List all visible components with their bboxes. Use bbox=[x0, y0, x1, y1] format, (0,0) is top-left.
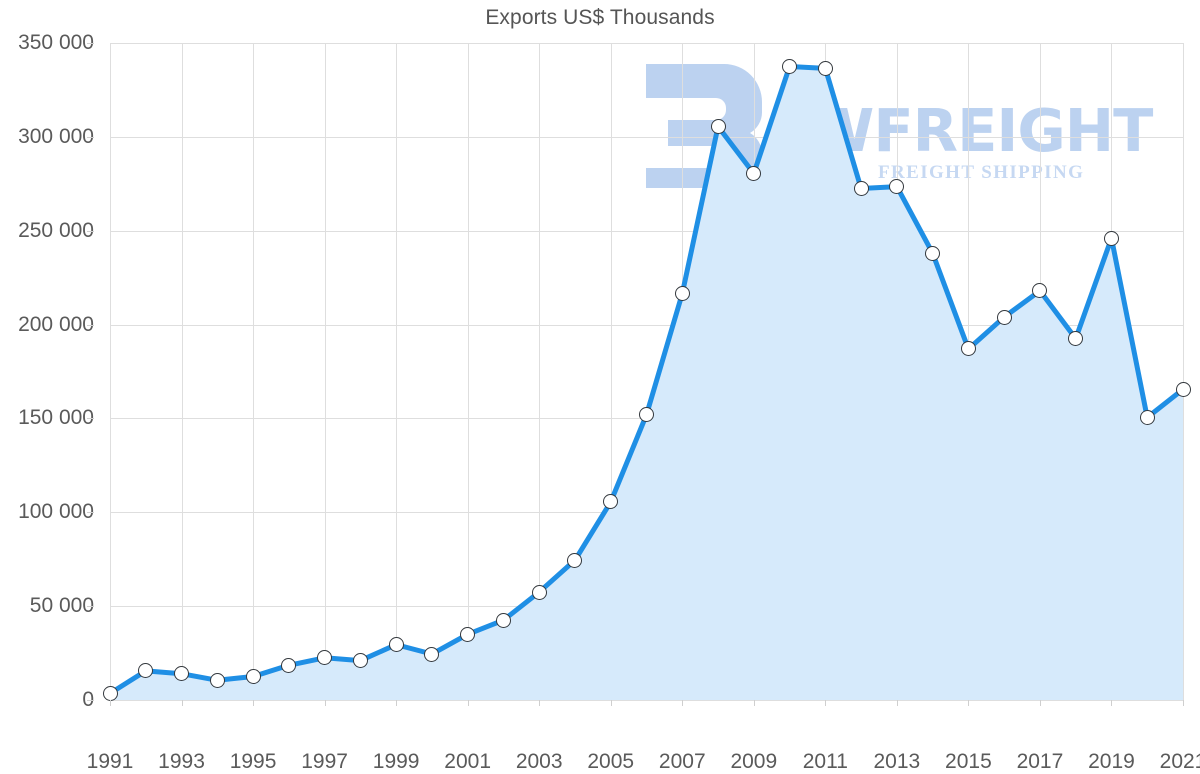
data-point-marker[interactable] bbox=[817, 60, 833, 76]
x-axis-tick-mark bbox=[682, 700, 684, 706]
x-axis-tick-mark bbox=[253, 700, 255, 706]
y-axis-tick-label: 350 000 bbox=[18, 31, 94, 54]
gridline-vertical bbox=[324, 43, 326, 700]
x-axis-tick-label: 2009 bbox=[730, 750, 778, 773]
data-point-marker[interactable] bbox=[1032, 283, 1048, 299]
data-point-marker[interactable] bbox=[424, 646, 440, 662]
y-axis-tick-mark bbox=[87, 136, 94, 138]
x-axis-tick-mark bbox=[110, 700, 111, 706]
data-point-marker[interactable] bbox=[388, 637, 404, 653]
gridline-horizontal bbox=[110, 43, 1183, 44]
y-axis-tick-label: 150 000 bbox=[18, 406, 94, 430]
data-point-marker[interactable] bbox=[281, 657, 297, 673]
data-point-marker[interactable] bbox=[174, 666, 190, 682]
x-axis-tick-label: 1991 bbox=[86, 750, 134, 773]
y-axis-tick-label: 100 000 bbox=[18, 500, 94, 524]
data-point-marker[interactable] bbox=[531, 584, 547, 600]
x-axis-tick-mark bbox=[181, 700, 183, 706]
x-axis-tick-label: 2007 bbox=[658, 750, 706, 773]
data-point-marker[interactable] bbox=[1068, 331, 1084, 347]
x-axis-tick-mark bbox=[825, 700, 827, 706]
data-point-marker[interactable] bbox=[746, 165, 762, 181]
gridline-vertical bbox=[110, 43, 111, 700]
gridline-vertical bbox=[467, 43, 469, 700]
x-axis-tick-label: 2005 bbox=[587, 750, 635, 773]
data-point-marker[interactable] bbox=[138, 663, 154, 679]
y-axis-tick-mark bbox=[87, 230, 94, 232]
x-axis-tick-mark bbox=[467, 700, 469, 706]
y-axis-tick-mark bbox=[87, 606, 94, 608]
x-axis-tick-label: 2013 bbox=[873, 750, 921, 773]
data-point-marker[interactable] bbox=[1139, 409, 1155, 425]
data-point-marker[interactable] bbox=[209, 672, 225, 688]
y-axis-tick-label: 200 000 bbox=[18, 312, 94, 336]
x-axis-tick-label: 2021 bbox=[1159, 750, 1200, 773]
x-axis-tick-mark bbox=[1039, 700, 1041, 706]
area-fill bbox=[110, 66, 1183, 700]
data-point-marker[interactable] bbox=[317, 650, 333, 666]
x-axis-tick-mark bbox=[396, 700, 398, 706]
gridline-horizontal bbox=[110, 136, 1183, 138]
x-axis-tick-mark bbox=[896, 700, 898, 706]
gridline-horizontal bbox=[110, 230, 1183, 232]
y-axis-tick-mark bbox=[87, 43, 94, 44]
gridline-vertical bbox=[1183, 43, 1184, 700]
gridline-vertical bbox=[181, 43, 183, 700]
y-axis-tick-label: 300 000 bbox=[18, 124, 94, 148]
data-point-marker[interactable] bbox=[710, 119, 726, 135]
x-axis-tick-label: 2015 bbox=[945, 750, 992, 773]
x-axis-tick-mark bbox=[539, 700, 541, 706]
plot-area: 0 50 000 100 000 150 000 200 000 250 000 300 0… bbox=[18, 31, 1200, 773]
data-point-marker[interactable] bbox=[639, 407, 654, 423]
x-axis-tick-mark bbox=[753, 700, 755, 706]
x-axis-tick-label: 2001 bbox=[444, 750, 492, 773]
data-point-marker[interactable] bbox=[102, 685, 118, 701]
gridline-horizontal bbox=[110, 324, 1183, 326]
gridline-horizontal bbox=[110, 700, 1183, 701]
x-axis-tick-label: 2019 bbox=[1088, 750, 1135, 773]
gridline-vertical bbox=[539, 43, 541, 700]
x-axis-tick-mark bbox=[324, 700, 326, 706]
data-point-marker[interactable] bbox=[782, 58, 798, 74]
data-point-marker[interactable] bbox=[495, 612, 511, 628]
data-point-marker[interactable] bbox=[567, 552, 583, 568]
data-point-marker[interactable] bbox=[996, 309, 1012, 325]
x-axis-tick-mark bbox=[968, 700, 970, 706]
data-point-marker[interactable] bbox=[352, 653, 368, 669]
data-point-marker[interactable] bbox=[853, 180, 869, 196]
x-axis-tick-label: 2003 bbox=[515, 750, 563, 773]
y-axis-tick-mark bbox=[87, 418, 94, 420]
chart-title: Exports US$ Thousands bbox=[485, 6, 715, 29]
data-point-marker[interactable] bbox=[603, 494, 619, 510]
y-axis-tick-label: 50 000 bbox=[29, 594, 94, 618]
data-point-marker[interactable] bbox=[674, 286, 690, 302]
x-axis-tick-label: 2011 bbox=[802, 750, 848, 773]
data-point-marker[interactable] bbox=[889, 179, 905, 195]
x-axis-tick-mark bbox=[1111, 700, 1113, 706]
x-axis-tick-label: 1993 bbox=[158, 750, 205, 773]
x-axis-tick-mark bbox=[610, 700, 612, 706]
x-axis-tick-label: 1999 bbox=[372, 750, 420, 773]
y-axis-tick-mark bbox=[87, 700, 94, 701]
y-axis-tick-label: 0 bbox=[82, 688, 94, 712]
x-axis-tick-label: 1995 bbox=[229, 750, 277, 773]
series-exports bbox=[107, 63, 1186, 700]
y-axis-tick-mark bbox=[87, 512, 94, 514]
gridline-vertical bbox=[610, 43, 612, 700]
gridline-vertical bbox=[396, 43, 398, 700]
data-point-marker[interactable] bbox=[960, 341, 976, 357]
x-axis-tick-label: 1997 bbox=[301, 750, 348, 773]
data-point-marker[interactable] bbox=[1175, 381, 1191, 397]
data-point-marker[interactable] bbox=[460, 626, 476, 642]
data-point-marker[interactable] bbox=[925, 245, 941, 261]
x-axis-tick-mark bbox=[1183, 700, 1184, 706]
data-point-marker[interactable] bbox=[245, 669, 261, 685]
y-axis-tick-label: 250 000 bbox=[18, 218, 94, 242]
x-axis-tick-label: 2017 bbox=[1016, 750, 1064, 773]
gridline-vertical bbox=[253, 43, 255, 700]
data-point-marker[interactable] bbox=[1103, 230, 1119, 246]
y-axis-tick-mark bbox=[87, 324, 94, 326]
